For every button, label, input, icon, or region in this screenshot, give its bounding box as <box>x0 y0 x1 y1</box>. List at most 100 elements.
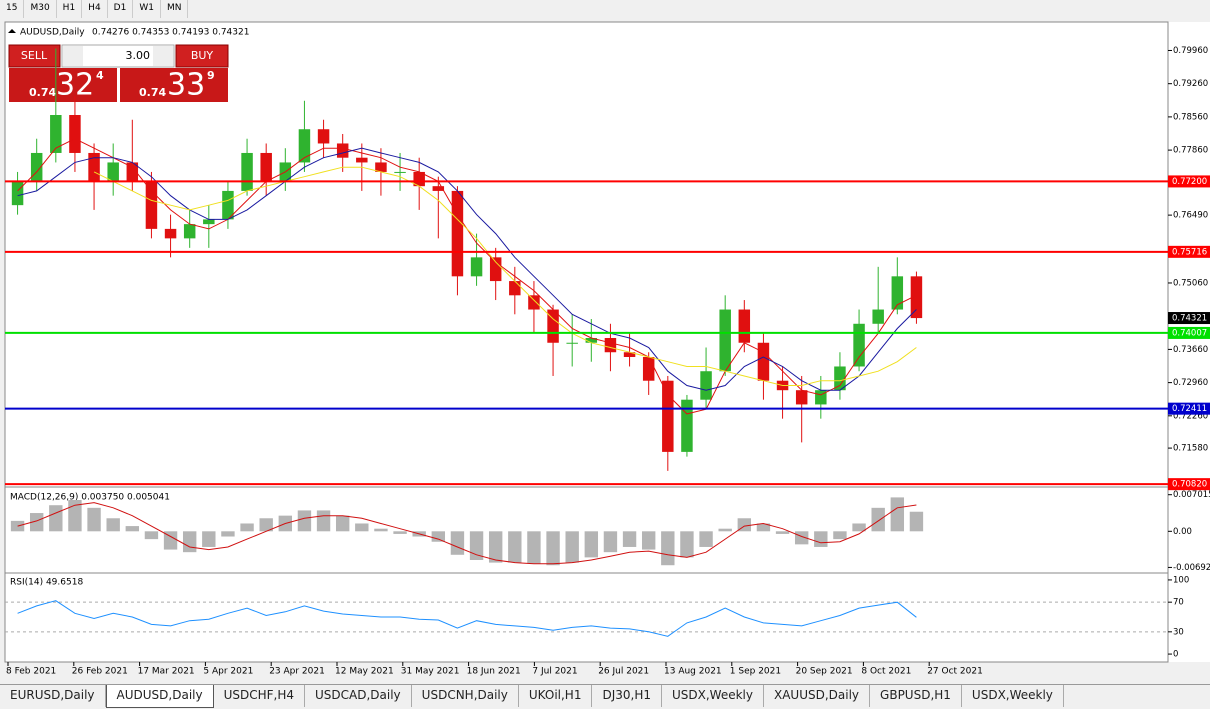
y-tick-label: 100 <box>1173 575 1189 585</box>
candle-body <box>375 162 387 172</box>
x-tick-label: 8 Feb 2021 <box>6 667 56 677</box>
chart-tab[interactable]: USDCNH,Daily <box>412 685 519 707</box>
chart-tab[interactable]: XAUUSD,Daily <box>764 685 871 707</box>
x-tick-label: 18 Jun 2021 <box>467 667 521 677</box>
macd-bar <box>125 526 140 532</box>
sell-price-box[interactable] <box>9 68 117 102</box>
candle-body <box>566 342 578 344</box>
candle-body <box>719 309 731 372</box>
chart-window: AUDUSD,Daily 0.74276 0.74353 0.74193 0.7… <box>4 21 1210 677</box>
chart-tab[interactable]: UKOil,H1 <box>519 685 593 707</box>
chart-tabs: EURUSD,Daily AUDUSD,Daily USDCHF,H4 USDCAD,… <box>0 684 1210 709</box>
macd-bar <box>87 507 101 532</box>
candle-body <box>183 224 196 239</box>
macd-bar <box>699 531 713 547</box>
macd-bar <box>144 531 159 540</box>
volume-up[interactable] <box>153 46 173 66</box>
macd-bar <box>202 531 216 547</box>
chart-tab[interactable]: GBPUSD,H1 <box>870 685 962 707</box>
buy-price-box[interactable] <box>120 68 228 102</box>
macd-bar <box>641 531 656 550</box>
level-tag <box>1168 402 1210 415</box>
macd-bar <box>718 528 732 532</box>
candle-body <box>69 115 81 153</box>
macd-bar <box>775 531 790 534</box>
chart-tab[interactable]: USDX,Weekly <box>662 685 764 707</box>
chart-tab[interactable]: AUDUSD,Daily <box>105 685 214 708</box>
macd-bar <box>10 520 25 532</box>
volume-box[interactable] <box>61 44 175 68</box>
macd-bar <box>68 500 82 532</box>
sell-button[interactable] <box>8 44 61 68</box>
symbol: AUDUSD,Daily <box>20 28 85 38</box>
rsi-line <box>17 600 917 637</box>
timeframe-button[interactable]: H4 <box>82 0 108 18</box>
level-label: 0.77200 <box>1172 177 1207 187</box>
macd-title: MACD(12,26,9) 0.003750 0.005041 <box>10 493 170 503</box>
y-tick-label: 0.78560 <box>1173 112 1208 122</box>
candle-body <box>585 338 598 343</box>
candle-body <box>241 152 253 191</box>
candle-body <box>356 157 368 163</box>
macd-bar <box>374 528 388 532</box>
macd-bar <box>622 531 637 547</box>
macd-bar <box>565 531 579 563</box>
macd-bar <box>794 531 809 545</box>
candle-body <box>11 181 24 206</box>
candle-body <box>451 190 464 277</box>
y-tick-label: 0 <box>1173 650 1178 660</box>
macd-bar <box>661 531 675 566</box>
candle-body <box>413 171 425 187</box>
candle-body <box>50 115 62 153</box>
y-tick-label: 0.76490 <box>1173 211 1208 221</box>
macd-bar <box>316 510 331 532</box>
timeframe-button[interactable]: W1 <box>133 0 161 18</box>
chart-tab[interactable]: DJ30,H1 <box>592 685 662 707</box>
macd-bar <box>852 523 866 532</box>
timeframe-button[interactable]: H1 <box>57 0 83 18</box>
volume-down[interactable] <box>63 46 83 66</box>
candle-body <box>757 342 770 381</box>
macd-bar <box>240 523 254 532</box>
timeframe-button[interactable]: 15 <box>0 0 25 18</box>
macd-bar <box>297 510 312 532</box>
x-tick-label: 23 Apr 2021 <box>269 667 325 677</box>
timeframe-button[interactable]: D1 <box>108 0 134 18</box>
candle-body <box>88 152 100 182</box>
macd-bar <box>49 505 63 532</box>
y-tick-label: 0.007015 <box>1173 490 1210 500</box>
macd-bar <box>259 518 273 532</box>
y-tick-label: 0.77860 <box>1173 146 1208 156</box>
buy-button[interactable] <box>175 44 229 68</box>
macd-bar <box>814 531 828 547</box>
x-tick-label: 17 Mar 2021 <box>138 667 195 677</box>
level-label: 0.74007 <box>1172 328 1207 338</box>
collapse-icon[interactable] <box>8 29 16 33</box>
sell-prefix: 0.74 <box>29 86 56 99</box>
sell-small: 4 <box>96 69 104 82</box>
x-tick-label: 13 Aug 2021 <box>664 667 722 677</box>
timeframe-toolbar: 15 M30 H1 H4 D1 W1 MN <box>0 0 189 18</box>
timeframe-button[interactable]: M30 <box>24 0 57 18</box>
candle-body <box>222 190 234 220</box>
macd-bar <box>603 531 618 553</box>
chart-tab[interactable]: USDCAD,Daily <box>305 685 412 707</box>
chart-tab[interactable]: USDCHF,H4 <box>214 685 306 707</box>
moving-average <box>93 166 917 386</box>
macd-bar <box>469 531 484 560</box>
x-tick-label: 27 Oct 2021 <box>927 667 983 677</box>
macd-bar <box>546 531 560 566</box>
chart-tab[interactable]: USDX,Weekly <box>962 685 1064 707</box>
y-tick-label: 0.79260 <box>1173 79 1208 89</box>
level-tag <box>1168 245 1210 258</box>
chart-tab[interactable]: EURUSD,Daily <box>0 685 106 707</box>
macd-bar <box>527 531 541 564</box>
candle-body <box>203 219 215 225</box>
timeframe-button[interactable]: MN <box>161 0 189 18</box>
rsi-title: RSI(14) 49.6518 <box>10 578 83 588</box>
macd-bar <box>393 531 407 534</box>
last-price-tag <box>1168 312 1210 325</box>
candle-body <box>681 399 693 452</box>
macd-bar <box>909 511 924 532</box>
macd-bar <box>106 518 120 532</box>
